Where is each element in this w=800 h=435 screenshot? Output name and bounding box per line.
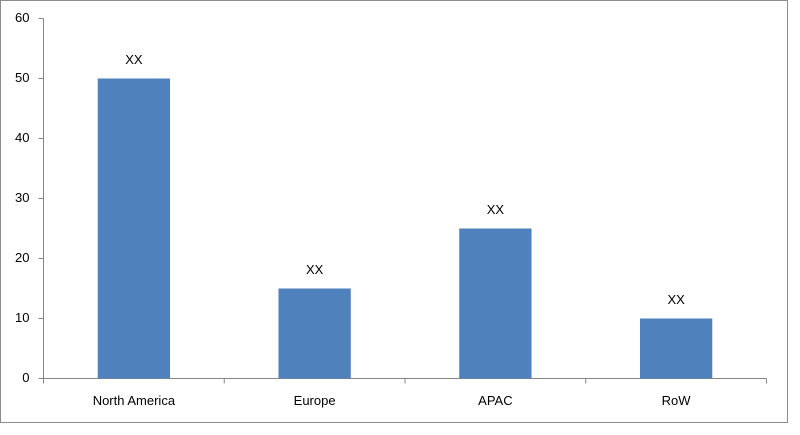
value-label: XX bbox=[125, 52, 143, 67]
value-label: XX bbox=[487, 202, 505, 217]
y-tick-label: 40 bbox=[15, 130, 29, 145]
x-tick-label: North America bbox=[93, 393, 176, 408]
bar bbox=[278, 288, 351, 379]
bar bbox=[97, 78, 171, 379]
y-tick-label: 20 bbox=[15, 250, 29, 265]
x-tick-label: Europe bbox=[294, 393, 336, 408]
y-tick-label: 10 bbox=[15, 310, 29, 325]
value-label: XX bbox=[306, 262, 324, 277]
y-tick-label: 60 bbox=[15, 10, 29, 25]
y-tick-label: 50 bbox=[15, 70, 29, 85]
bar bbox=[639, 318, 713, 379]
x-tick-label: APAC bbox=[478, 393, 512, 408]
x-tick-label: RoW bbox=[662, 393, 692, 408]
bar bbox=[459, 228, 532, 379]
y-tick-label: 30 bbox=[15, 190, 29, 205]
y-tick-label: 0 bbox=[22, 370, 29, 385]
value-label: XX bbox=[667, 292, 685, 307]
